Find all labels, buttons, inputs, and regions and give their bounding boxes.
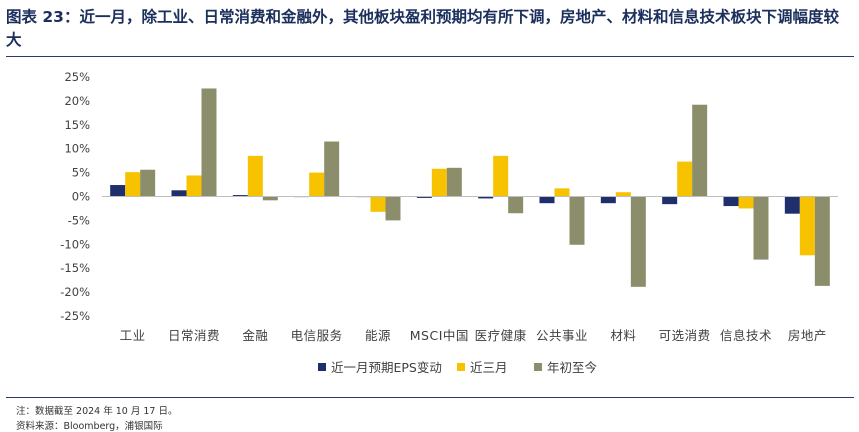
- bar-chart: 25% 20% 15% 10% 5% 0% -5% -10% -15% -20% -25% 工业 日常…: [60, 70, 838, 375]
- bar: [201, 88, 217, 197]
- y-tick-label: -10%: [60, 237, 90, 251]
- y-tick-label: -25%: [60, 309, 90, 323]
- x-tick-label: 材料: [610, 328, 636, 343]
- y-tick-label: -15%: [60, 261, 90, 275]
- legend-label: 年初至今: [547, 360, 598, 375]
- bar: [385, 196, 401, 221]
- bar: [478, 196, 494, 199]
- x-tick-label: 信息技术: [720, 328, 772, 343]
- title-divider: [6, 56, 854, 57]
- bar: [784, 196, 800, 214]
- legend-swatch: [534, 363, 542, 371]
- bar: [171, 190, 187, 197]
- x-tick-label: MSCI中国: [410, 328, 469, 343]
- bar: [630, 196, 646, 287]
- footnote: 注：数据截至 2024 年 10 月 17 日。: [16, 406, 178, 417]
- bar: [324, 141, 340, 197]
- bar: [508, 196, 524, 214]
- bar: [569, 196, 585, 245]
- bar: [799, 196, 815, 256]
- y-tick-label: -5%: [68, 213, 90, 227]
- y-tick-label: 25%: [64, 70, 90, 84]
- x-tick-label: 金融: [242, 328, 268, 343]
- bar: [186, 175, 202, 197]
- bar: [753, 196, 769, 260]
- bar: [110, 185, 126, 197]
- bar: [125, 172, 141, 197]
- bar: [446, 167, 462, 197]
- bar: [677, 161, 693, 197]
- x-tick-label: 公共事业: [536, 328, 588, 343]
- y-axis: 25% 20% 15% 10% 5% 0% -5% -10% -15% -20% -25%: [60, 70, 90, 323]
- bar: [247, 155, 263, 197]
- bar: [662, 196, 678, 205]
- bar: [554, 188, 570, 197]
- y-tick-label: 5%: [72, 166, 90, 180]
- bar: [600, 196, 616, 204]
- bar: [416, 196, 432, 198]
- source-note: 资料来源：Bloomberg，浦银国际: [16, 421, 163, 432]
- x-tick-label: 工业: [120, 328, 146, 343]
- legend-label: 近一月预期EPS变动: [331, 360, 442, 375]
- bar: [738, 196, 754, 209]
- bar: [814, 196, 830, 286]
- figure-title: 图表 23：近一月，除工业、日常消费和金融外，其他板块盈利预期均有所下调，房地产…: [6, 8, 839, 49]
- x-tick-label: 医疗健康: [475, 328, 527, 343]
- x-tick-label: 房地产: [788, 328, 827, 343]
- y-tick-label: -20%: [60, 285, 90, 299]
- bar: [232, 195, 248, 197]
- legend-swatch: [318, 363, 326, 371]
- legend-swatch: [457, 363, 465, 371]
- bar: [539, 196, 555, 204]
- x-tick-label: 能源: [365, 328, 391, 343]
- bar: [493, 155, 509, 197]
- x-axis-labels: 工业 日常消费 金融 电信服务 能源 MSCI中国 医疗健康 公共事业 材料 可选消费 信息技术 房地…: [120, 328, 827, 343]
- y-tick-label: 10%: [64, 142, 90, 156]
- x-tick-label: 可选消费: [659, 328, 711, 343]
- bar-series-group: [110, 88, 830, 287]
- bar: [140, 169, 156, 197]
- y-tick-label: 20%: [64, 94, 90, 108]
- y-tick-label: 15%: [64, 118, 90, 132]
- bar: [431, 168, 447, 197]
- legend: 近一月预期EPS变动 近三月 年初至今: [318, 360, 598, 375]
- bar: [309, 172, 325, 197]
- x-tick-label: 日常消费: [168, 328, 220, 343]
- y-tick-label: 0%: [72, 190, 90, 204]
- legend-label: 近三月: [470, 360, 508, 375]
- x-tick-label: 电信服务: [291, 328, 343, 343]
- bar: [615, 192, 631, 197]
- bar: [370, 196, 386, 212]
- footer-divider: [6, 397, 854, 398]
- bar: [692, 104, 708, 197]
- bar: [723, 196, 739, 207]
- bar: [262, 196, 278, 201]
